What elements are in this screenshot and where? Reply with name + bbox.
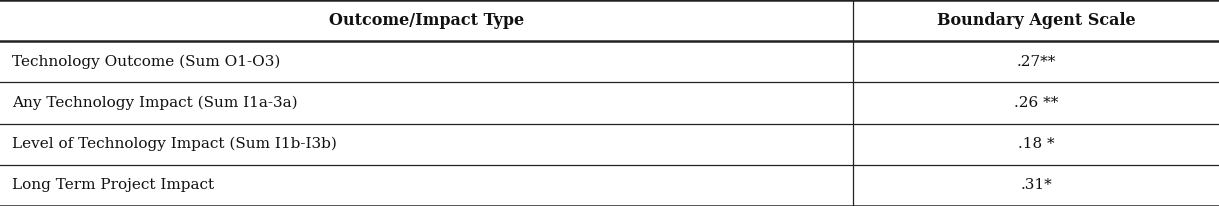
Text: .26 **: .26 **	[1014, 96, 1058, 110]
Text: .27**: .27**	[1017, 55, 1056, 69]
Text: Technology Outcome (Sum O1-O3): Technology Outcome (Sum O1-O3)	[12, 55, 280, 69]
Text: .18 *: .18 *	[1018, 137, 1054, 151]
Text: Any Technology Impact (Sum I1a-3a): Any Technology Impact (Sum I1a-3a)	[12, 96, 297, 110]
Text: Outcome/Impact Type: Outcome/Impact Type	[329, 12, 524, 29]
Text: Long Term Project Impact: Long Term Project Impact	[12, 178, 215, 192]
Text: .31*: .31*	[1020, 178, 1052, 192]
Text: Boundary Agent Scale: Boundary Agent Scale	[937, 12, 1135, 29]
Text: Level of Technology Impact (Sum I1b-I3b): Level of Technology Impact (Sum I1b-I3b)	[12, 137, 338, 151]
